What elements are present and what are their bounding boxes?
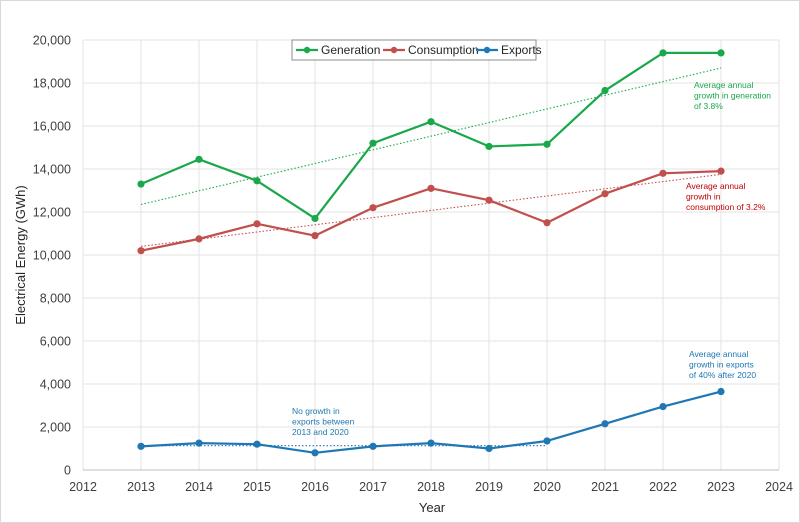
data-point-exports — [601, 420, 609, 428]
data-point-consumption — [485, 196, 493, 204]
x-axis-title: Year — [419, 500, 446, 515]
annotation-gen: growth in generation — [694, 91, 771, 101]
data-point-generation — [311, 214, 319, 223]
x-tick-label: 2014 — [185, 480, 213, 494]
x-tick-label: 2016 — [301, 480, 329, 494]
gridlines — [82, 39, 780, 471]
data-point-generation — [427, 118, 435, 126]
x-tick-label: 2022 — [649, 480, 677, 494]
y-tick-label: 16,000 — [33, 120, 71, 134]
data-point-exports — [717, 387, 725, 396]
x-tick-label: 2018 — [417, 480, 445, 494]
data-point-generation — [659, 49, 667, 57]
data-point-consumption — [253, 220, 261, 228]
y-tick-label: 6,000 — [40, 335, 71, 349]
legend-marker-generation — [303, 46, 311, 54]
y-tick-label: 12,000 — [33, 206, 71, 220]
data-point-consumption — [659, 169, 667, 177]
y-tick-label: 18,000 — [33, 77, 71, 91]
trendline-generation — [140, 67, 722, 206]
y-tick-label: 14,000 — [33, 163, 71, 177]
annotation-exp-early: exports between — [292, 417, 355, 427]
data-point-exports — [543, 437, 551, 445]
data-point-generation — [485, 142, 493, 151]
annotation-exp-late: of 40% after 2020 — [689, 370, 756, 380]
data-point-exports — [311, 449, 319, 457]
data-point-consumption — [195, 235, 203, 243]
x-tick-label: 2020 — [533, 480, 561, 494]
data-point-exports — [659, 402, 667, 411]
data-point-generation — [253, 177, 261, 185]
data-point-consumption — [601, 190, 609, 198]
annotation-exp-late: Average annual — [689, 349, 749, 359]
data-point-generation — [369, 139, 377, 147]
annotation-exp-early: 2013 and 2020 — [292, 427, 349, 437]
data-point-consumption — [369, 204, 377, 212]
data-point-generation — [137, 180, 145, 188]
y-tick-label: 10,000 — [33, 249, 71, 263]
data-point-consumption — [427, 184, 435, 192]
y-tick-label: 0 — [64, 464, 71, 478]
x-tick-label: 2013 — [127, 480, 155, 494]
legend-marker-exports — [483, 46, 491, 54]
legend: Generation Consumption Exports — [291, 39, 542, 61]
legend-label-consumption: Consumption — [408, 43, 479, 57]
legend-label-generation: Generation — [321, 43, 380, 57]
annotation-gen: of 3.8% — [694, 101, 723, 111]
tick-labels: 2012 2013 2014 2015 2016 2017 2018 2019 2020 2021… — [33, 34, 793, 495]
y-tick-label: 4,000 — [40, 378, 71, 392]
annotation-cons: Average annual — [686, 181, 746, 191]
data-point-exports — [253, 440, 261, 448]
data-point-generation — [543, 140, 551, 148]
data-point-generation — [195, 155, 203, 163]
data-point-consumption — [543, 219, 551, 227]
x-tick-label: 2019 — [475, 480, 503, 494]
annotation-exp-late: growth in exports — [689, 360, 754, 370]
x-tick-label: 2012 — [69, 480, 97, 494]
data-point-consumption — [311, 232, 319, 240]
legend-marker-consumption — [390, 46, 398, 54]
data-point-generation — [717, 49, 725, 57]
data-point-exports — [427, 439, 435, 447]
data-point-exports — [485, 444, 493, 453]
data-point-exports — [195, 439, 203, 447]
data-point-generation — [601, 86, 609, 95]
y-tick-label: 20,000 — [33, 34, 71, 48]
y-tick-label: 8,000 — [40, 292, 71, 306]
data-point-exports — [137, 442, 145, 450]
x-tick-label: 2021 — [591, 480, 619, 494]
legend-label-exports: Exports — [501, 43, 542, 57]
data-point-consumption — [137, 247, 145, 255]
annotation-gen: Average annual — [694, 80, 754, 90]
y-tick-label: 2,000 — [40, 421, 71, 435]
legend-box — [291, 39, 537, 61]
data-point-consumption — [717, 167, 725, 175]
x-tick-label: 2017 — [359, 480, 387, 494]
x-tick-label: 2024 — [765, 480, 793, 494]
series-lines — [137, 49, 725, 457]
annotation-cons: growth in — [686, 192, 721, 202]
x-tick-label: 2015 — [243, 480, 271, 494]
annotation-cons: consumption of 3.2% — [686, 202, 766, 212]
x-tick-label: 2023 — [707, 480, 735, 494]
data-point-exports — [369, 442, 377, 450]
y-axis-title: Electrical Energy (GWh) — [13, 185, 28, 324]
annotation-exp-early: No growth in — [292, 406, 340, 416]
